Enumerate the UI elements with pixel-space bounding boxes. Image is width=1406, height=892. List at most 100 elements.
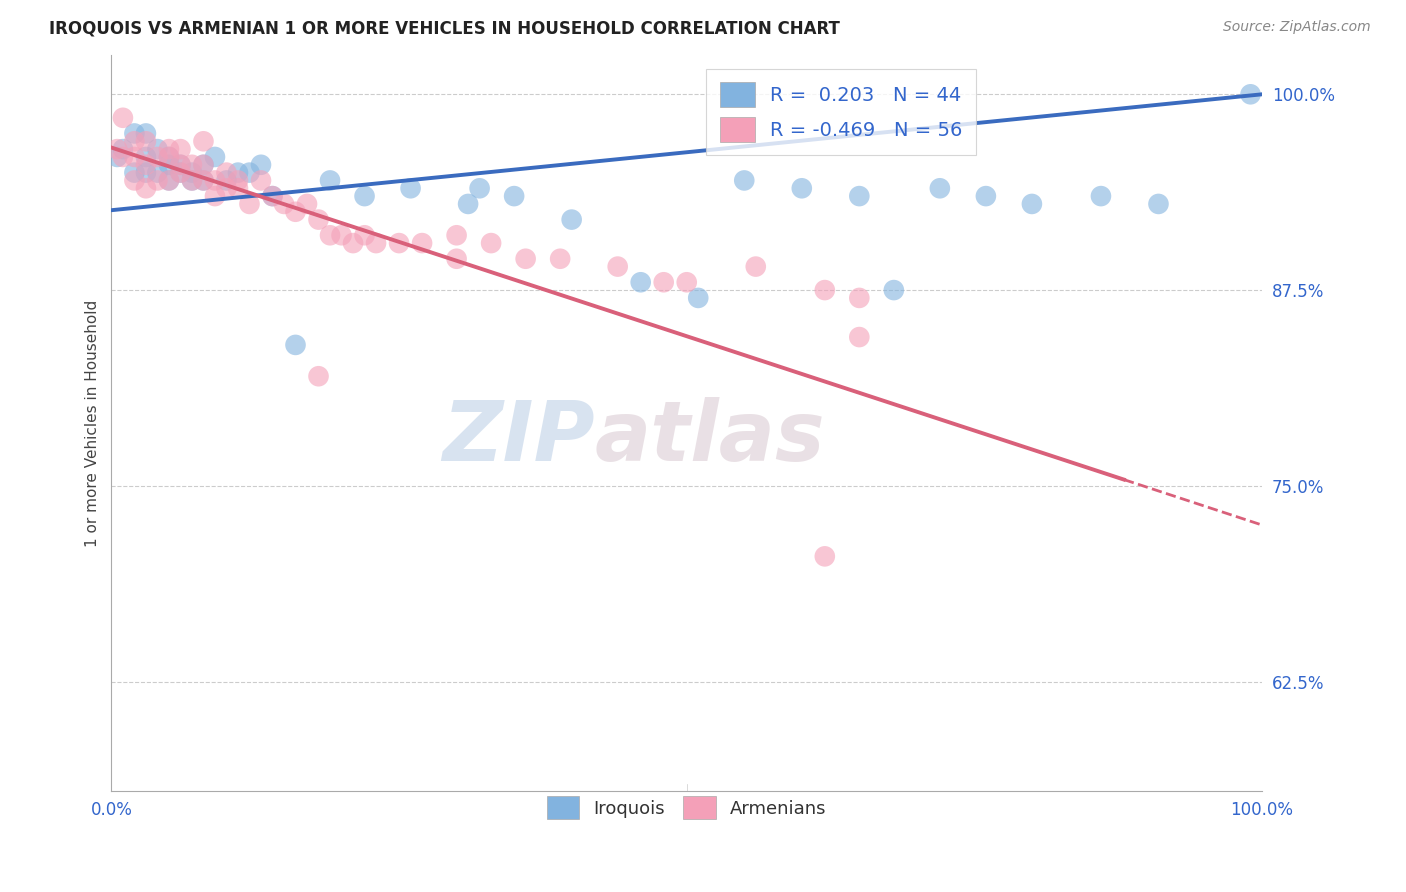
Point — [974, 189, 997, 203]
Point — [308, 212, 330, 227]
Point — [308, 369, 330, 384]
Point — [124, 150, 146, 164]
Point — [157, 142, 180, 156]
Point — [135, 158, 157, 172]
Point — [169, 166, 191, 180]
Point — [238, 197, 260, 211]
Point — [479, 236, 502, 251]
Point — [146, 142, 169, 156]
Point — [630, 275, 652, 289]
Point — [193, 158, 215, 172]
Point — [814, 549, 837, 564]
Point — [204, 173, 226, 187]
Point — [928, 181, 950, 195]
Point — [226, 173, 249, 187]
Point — [181, 173, 204, 187]
Point — [146, 150, 169, 164]
Point — [226, 166, 249, 180]
Point — [342, 236, 364, 251]
Point — [157, 158, 180, 172]
Point — [273, 197, 295, 211]
Point — [169, 158, 191, 172]
Point — [284, 204, 307, 219]
Point — [503, 189, 526, 203]
Point — [848, 291, 870, 305]
Y-axis label: 1 or more Vehicles in Household: 1 or more Vehicles in Household — [86, 300, 100, 547]
Point — [193, 173, 215, 187]
Point — [193, 134, 215, 148]
Point — [353, 189, 375, 203]
Point — [295, 197, 318, 211]
Point — [262, 189, 284, 203]
Point — [135, 150, 157, 164]
Legend: Iroquois, Armenians: Iroquois, Armenians — [540, 789, 834, 827]
Point — [250, 173, 273, 187]
Point — [606, 260, 628, 274]
Point — [1239, 87, 1261, 102]
Point — [215, 173, 238, 187]
Point — [883, 283, 905, 297]
Point — [135, 166, 157, 180]
Point — [135, 134, 157, 148]
Point — [1090, 189, 1112, 203]
Point — [330, 228, 353, 243]
Point — [193, 158, 215, 172]
Point — [515, 252, 537, 266]
Point — [204, 150, 226, 164]
Point — [745, 260, 768, 274]
Point — [353, 228, 375, 243]
Point — [388, 236, 411, 251]
Point — [111, 111, 134, 125]
Point — [848, 330, 870, 344]
Point — [124, 127, 146, 141]
Point — [124, 173, 146, 187]
Point — [181, 166, 204, 180]
Point — [238, 166, 260, 180]
Point — [319, 173, 342, 187]
Point — [169, 158, 191, 172]
Point — [468, 181, 491, 195]
Point — [135, 127, 157, 141]
Point — [688, 291, 710, 305]
Point — [446, 228, 468, 243]
Point — [284, 338, 307, 352]
Point — [262, 189, 284, 203]
Point — [157, 173, 180, 187]
Point — [146, 166, 169, 180]
Point — [364, 236, 387, 251]
Point — [790, 181, 813, 195]
Text: atlas: atlas — [595, 398, 825, 478]
Point — [215, 166, 238, 180]
Point — [548, 252, 571, 266]
Point — [652, 275, 675, 289]
Point — [157, 150, 180, 164]
Point — [193, 173, 215, 187]
Text: IROQUOIS VS ARMENIAN 1 OR MORE VEHICLES IN HOUSEHOLD CORRELATION CHART: IROQUOIS VS ARMENIAN 1 OR MORE VEHICLES … — [49, 20, 841, 37]
Point — [319, 228, 342, 243]
Point — [561, 212, 583, 227]
Point — [169, 166, 191, 180]
Text: Source: ZipAtlas.com: Source: ZipAtlas.com — [1223, 20, 1371, 34]
Point — [181, 158, 204, 172]
Point — [1021, 197, 1043, 211]
Point — [226, 181, 249, 195]
Point — [814, 283, 837, 297]
Point — [157, 173, 180, 187]
Point — [848, 189, 870, 203]
Point — [411, 236, 433, 251]
Point — [457, 197, 479, 211]
Point — [181, 173, 204, 187]
Point — [1147, 197, 1170, 211]
Point — [157, 150, 180, 164]
Point — [135, 181, 157, 195]
Point — [733, 173, 755, 187]
Point — [111, 150, 134, 164]
Point — [111, 142, 134, 156]
Point — [124, 134, 146, 148]
Text: ZIP: ZIP — [441, 398, 595, 478]
Point — [169, 142, 191, 156]
Point — [105, 142, 128, 156]
Point — [124, 166, 146, 180]
Point — [250, 158, 273, 172]
Point — [146, 173, 169, 187]
